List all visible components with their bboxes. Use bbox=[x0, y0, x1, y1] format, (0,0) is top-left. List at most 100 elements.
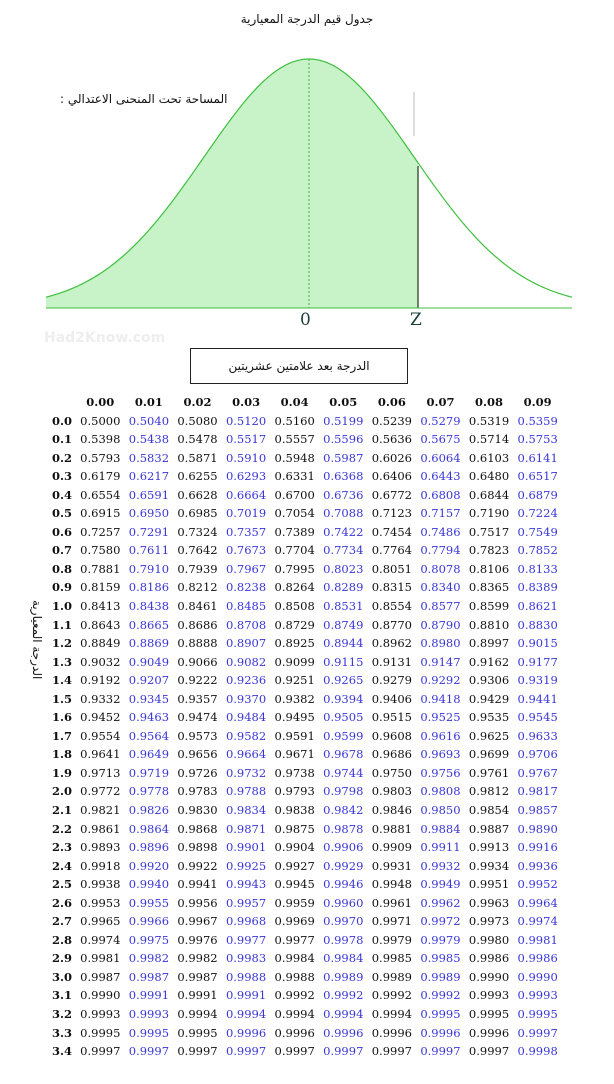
table-cell: 0.8830 bbox=[517, 617, 558, 632]
table-cell: 0.9974 bbox=[80, 932, 121, 947]
table-cell: 0.9995 bbox=[80, 1025, 121, 1040]
table-row: 1.6 0.9452 0.9463 0.9474 0.9484 0.9495 0.9505 0… bbox=[52, 709, 562, 728]
table-cell: 0.6915 bbox=[80, 506, 121, 521]
table-cell: 0.9929 bbox=[323, 858, 364, 873]
table-cell: 0.5557 bbox=[274, 432, 315, 447]
table-cell: 0.9943 bbox=[225, 877, 267, 892]
table-cell: 0.9616 bbox=[420, 728, 461, 743]
table-cell: 0.9918 bbox=[80, 858, 121, 873]
table-cell: 0.8962 bbox=[371, 636, 412, 651]
row-header: 2.3 bbox=[52, 840, 73, 855]
table-cell: 0.6026 bbox=[371, 450, 412, 465]
table-cell: 0.9995 bbox=[177, 1025, 218, 1040]
table-row: 0.9 0.8159 0.8186 0.8212 0.8238 0.8264 0.8289 0… bbox=[52, 579, 562, 598]
table-cell: 0.9990 bbox=[80, 988, 121, 1003]
table-cell: 0.6443 bbox=[420, 469, 461, 484]
corner-cell bbox=[52, 392, 76, 412]
table-cell: 0.8554 bbox=[371, 598, 412, 613]
table-cell: 0.9890 bbox=[517, 821, 558, 836]
row-axis-label: الدرجة المعيارية bbox=[30, 600, 44, 680]
table-cell: 0.9993 bbox=[128, 1007, 170, 1022]
table-cell: 0.9306 bbox=[468, 673, 510, 688]
table-cell: 0.5636 bbox=[371, 432, 412, 447]
table-cell: 0.9934 bbox=[468, 858, 510, 873]
table-cell: 0.6591 bbox=[128, 487, 170, 502]
table-cell: 0.9554 bbox=[80, 728, 121, 743]
table-cell: 0.9292 bbox=[420, 673, 461, 688]
table-cell: 0.9608 bbox=[371, 728, 412, 743]
table-cell: 0.9793 bbox=[274, 784, 315, 799]
table-cell: 0.9726 bbox=[177, 765, 218, 780]
table-cell: 0.9955 bbox=[128, 895, 170, 910]
table-cell: 0.9996 bbox=[468, 1025, 510, 1040]
table-cell: 0.9505 bbox=[323, 710, 364, 725]
table-cell: 0.9982 bbox=[177, 951, 218, 966]
table-cell: 0.9265 bbox=[323, 673, 364, 688]
table-cell: 0.9952 bbox=[517, 877, 558, 892]
table-cell: 0.7939 bbox=[177, 561, 218, 576]
table-cell: 0.9207 bbox=[128, 673, 170, 688]
table-cell: 0.6217 bbox=[128, 469, 170, 484]
table-cell: 0.9994 bbox=[371, 1007, 412, 1022]
table-cell: 0.9969 bbox=[274, 914, 315, 929]
row-header: 2.4 bbox=[52, 858, 73, 873]
table-row: 1.1 0.8643 0.8665 0.8686 0.8708 0.8729 0.8749 0… bbox=[52, 616, 562, 635]
table-body: 0.0 0.5000 0.5040 0.5080 0.5120 0.5160 0.5199 0… bbox=[52, 412, 562, 1061]
table-row: 2.3 0.9893 0.9896 0.9898 0.9901 0.9904 0.9906 0… bbox=[52, 839, 562, 858]
row-header: 1.4 bbox=[52, 673, 73, 688]
table-cell: 0.5596 bbox=[323, 432, 364, 447]
table-cell: 0.9875 bbox=[274, 821, 315, 836]
row-header: 1.6 bbox=[52, 710, 73, 725]
table-cell: 0.9778 bbox=[128, 784, 170, 799]
row-header: 3.3 bbox=[52, 1025, 73, 1040]
table-cell: 0.8461 bbox=[177, 598, 218, 613]
table-cell: 0.9474 bbox=[177, 710, 218, 725]
table-cell: 0.8577 bbox=[420, 598, 461, 613]
table-cell: 0.9997 bbox=[323, 1044, 364, 1059]
table-cell: 0.9941 bbox=[177, 877, 218, 892]
table-cell: 0.9987 bbox=[80, 969, 121, 984]
table-cell: 0.5359 bbox=[517, 413, 558, 428]
table-cell: 0.7291 bbox=[128, 524, 170, 539]
table-cell: 0.6700 bbox=[274, 487, 315, 502]
table-cell: 0.9978 bbox=[323, 932, 364, 947]
table-row: 0.2 0.5793 0.5832 0.5871 0.5910 0.5948 0.5987 0… bbox=[52, 449, 562, 468]
table-cell: 0.8051 bbox=[371, 561, 412, 576]
row-header: 2.5 bbox=[52, 877, 73, 892]
table-cell: 0.9767 bbox=[517, 765, 558, 780]
table-cell: 0.9972 bbox=[420, 914, 461, 929]
table-cell: 0.9564 bbox=[128, 728, 170, 743]
table-cell: 0.9842 bbox=[323, 803, 364, 817]
column-header: 0.01 bbox=[134, 395, 163, 409]
table-cell: 0.8770 bbox=[371, 617, 412, 632]
table-cell: 0.9664 bbox=[225, 747, 267, 762]
table-cell: 0.9983 bbox=[225, 951, 267, 966]
table-cell: 0.9997 bbox=[274, 1044, 315, 1059]
table-cell: 0.9082 bbox=[225, 654, 267, 669]
table-cell: 0.6772 bbox=[371, 487, 412, 502]
table-cell: 0.9998 bbox=[517, 1044, 558, 1059]
table-cell: 0.9582 bbox=[225, 728, 267, 743]
table-cell: 0.7517 bbox=[468, 524, 510, 539]
table-cell: 0.9803 bbox=[371, 784, 412, 799]
table-cell: 0.9991 bbox=[177, 988, 218, 1003]
table-cell: 0.9382 bbox=[274, 691, 315, 706]
table-cell: 0.9951 bbox=[468, 877, 510, 892]
table-cell: 0.8023 bbox=[323, 561, 364, 576]
table-cell: 0.9332 bbox=[80, 691, 121, 706]
table-cell: 0.8869 bbox=[128, 636, 170, 651]
table-cell: 0.7642 bbox=[177, 543, 218, 558]
column-header: 0.08 bbox=[475, 395, 504, 409]
table-cell: 0.9441 bbox=[517, 691, 558, 706]
table-cell: 0.8315 bbox=[371, 580, 412, 595]
table-cell: 0.9966 bbox=[128, 914, 170, 929]
table-cell: 0.9738 bbox=[274, 765, 315, 780]
table-cell: 0.9830 bbox=[177, 803, 218, 817]
table-cell: 0.9936 bbox=[517, 858, 558, 873]
row-header: 1.9 bbox=[52, 765, 73, 780]
table-cell: 0.9495 bbox=[274, 710, 315, 725]
table-cell: 0.9931 bbox=[371, 858, 412, 873]
table-cell: 0.9996 bbox=[323, 1025, 364, 1040]
table-cell: 0.6517 bbox=[517, 469, 558, 484]
table-row: 2.7 0.9965 0.9966 0.9967 0.9968 0.9969 0.9970 0… bbox=[52, 913, 562, 932]
